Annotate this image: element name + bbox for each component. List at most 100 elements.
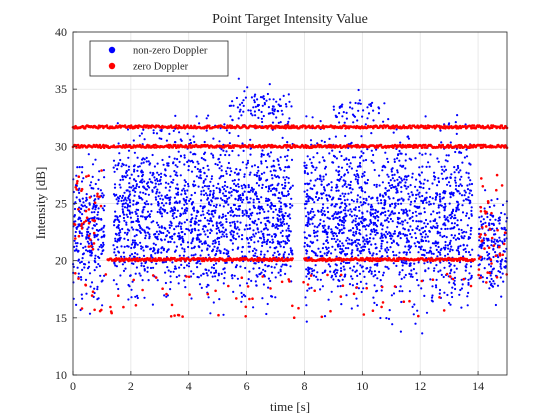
data-point-non-zero-doppler [322,178,325,181]
data-point-non-zero-doppler [178,221,181,224]
data-point-non-zero-doppler [349,162,352,165]
data-point-non-zero-doppler [217,240,220,243]
data-point-non-zero-doppler [355,232,358,235]
data-point-non-zero-doppler [124,267,127,270]
data-point-non-zero-doppler [264,159,267,163]
data-point-non-zero-doppler [339,245,342,248]
data-point-non-zero-doppler [379,316,382,320]
data-point-non-zero-doppler [192,185,195,188]
data-point-non-zero-doppler [229,214,232,217]
data-point-non-zero-doppler [420,238,423,241]
data-point-non-zero-doppler [261,232,264,236]
data-point-non-zero-doppler [165,202,168,205]
data-point-non-zero-doppler [425,196,428,199]
data-point-non-zero-doppler [478,245,481,248]
data-point-non-zero-doppler [372,223,375,226]
data-point-non-zero-doppler [154,182,157,185]
data-point-non-zero-doppler [125,189,128,192]
data-point-non-zero-doppler [454,181,457,184]
data-point-non-zero-doppler [454,188,457,191]
data-point-non-zero-doppler [193,222,196,225]
data-point-zero-doppler [251,143,254,147]
data-point-non-zero-doppler [274,235,277,238]
data-point-non-zero-doppler [255,182,258,185]
data-point-non-zero-doppler [355,238,359,241]
data-point-non-zero-doppler [332,271,335,274]
data-point-non-zero-doppler [417,193,420,196]
data-point-non-zero-doppler [157,183,160,186]
data-point-non-zero-doppler [227,250,230,253]
data-point-non-zero-doppler [248,223,251,227]
data-point-non-zero-doppler [322,226,325,229]
data-point-non-zero-doppler [275,223,278,226]
data-point-non-zero-doppler [259,96,263,99]
data-point-non-zero-doppler [303,164,306,167]
data-point-non-zero-doppler [424,198,427,201]
data-point-non-zero-doppler [405,262,408,265]
data-point-non-zero-doppler [503,239,506,243]
data-point-non-zero-doppler [96,288,99,291]
data-point-non-zero-doppler [178,274,181,277]
data-point-non-zero-doppler [216,163,219,166]
data-point-non-zero-doppler [332,196,335,199]
data-point-non-zero-doppler [440,172,443,175]
data-point-non-zero-doppler [345,204,348,208]
data-point-non-zero-doppler [467,281,470,285]
data-point-non-zero-doppler [169,281,172,284]
data-point-non-zero-doppler [364,228,367,231]
data-point-non-zero-doppler [233,179,236,182]
data-point-non-zero-doppler [282,253,285,256]
data-point-zero-doppler [456,146,459,149]
data-point-non-zero-doppler [161,158,164,162]
data-point-non-zero-doppler [87,242,90,245]
data-point-non-zero-doppler [352,265,356,268]
data-point-non-zero-doppler [370,203,373,207]
data-point-non-zero-doppler [139,191,142,194]
data-point-non-zero-doppler [359,280,362,283]
data-point-non-zero-doppler [379,213,382,216]
data-point-non-zero-doppler [446,216,449,219]
data-point-non-zero-doppler [438,288,442,292]
data-point-non-zero-doppler [155,198,158,201]
data-point-non-zero-doppler [214,271,218,274]
data-point-non-zero-doppler [213,272,216,275]
data-point-non-zero-doppler [418,166,421,169]
data-point-non-zero-doppler [92,205,95,208]
data-point-non-zero-doppler [339,198,342,201]
data-point-non-zero-doppler [199,219,202,222]
data-point-non-zero-doppler [95,228,98,232]
data-point-non-zero-doppler [230,233,233,236]
data-point-non-zero-doppler [218,167,221,170]
data-point-non-zero-doppler [372,208,375,211]
data-point-non-zero-doppler [396,191,399,194]
data-point-non-zero-doppler [271,223,274,226]
data-point-non-zero-doppler [424,225,427,228]
data-point-non-zero-doppler [342,209,345,212]
data-point-non-zero-doppler [125,213,128,216]
data-point-non-zero-doppler [407,192,410,195]
data-point-non-zero-doppler [168,132,171,135]
data-point-non-zero-doppler [217,272,220,275]
data-point-non-zero-doppler [425,165,428,168]
data-point-non-zero-doppler [500,267,503,270]
data-point-non-zero-doppler [356,194,359,197]
data-point-non-zero-doppler [382,195,385,198]
data-point-non-zero-doppler [83,204,86,207]
data-point-non-zero-doppler [499,271,502,274]
data-point-non-zero-doppler [254,105,257,108]
data-point-non-zero-doppler [444,159,447,162]
data-point-non-zero-doppler [187,165,190,168]
data-point-non-zero-doppler [306,172,309,175]
data-point-non-zero-doppler [369,269,372,272]
data-point-non-zero-doppler [381,228,384,231]
data-point-non-zero-doppler [400,208,403,211]
data-point-non-zero-doppler [202,272,205,275]
data-point-non-zero-doppler [496,197,499,201]
data-point-non-zero-doppler [284,178,287,181]
data-point-non-zero-doppler [207,209,210,212]
data-point-non-zero-doppler [137,165,140,168]
data-point-non-zero-doppler [128,209,131,212]
data-point-non-zero-doppler [284,103,288,106]
data-point-non-zero-doppler [375,303,378,307]
data-point-non-zero-doppler [150,221,153,224]
